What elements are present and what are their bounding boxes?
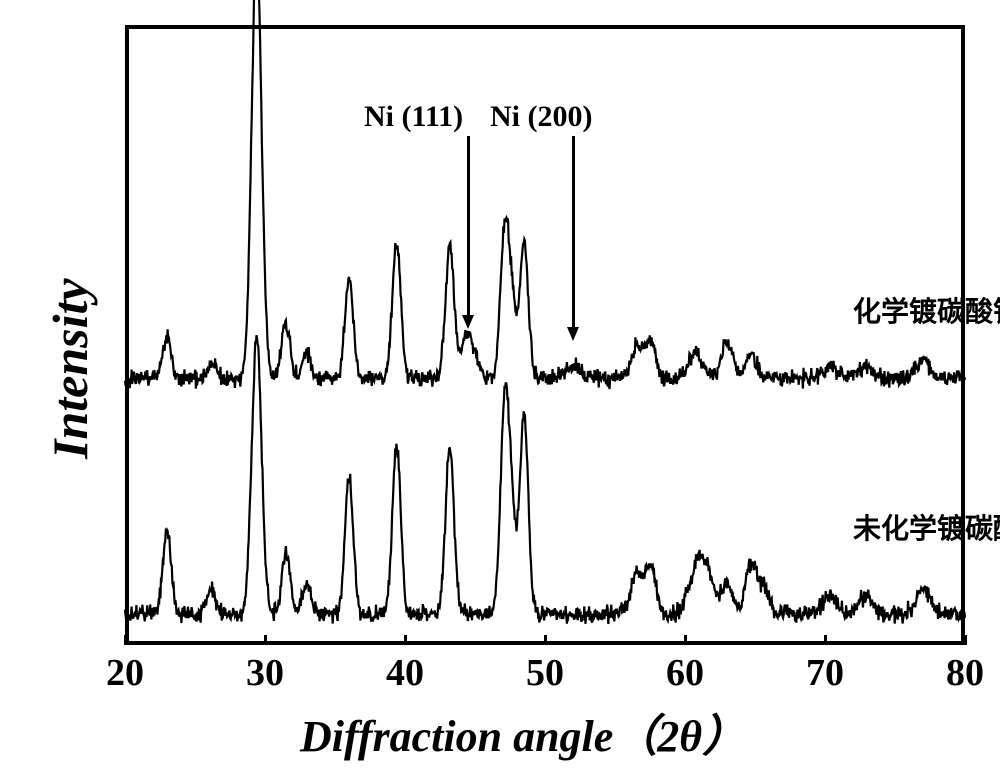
- peak-annotation: Ni (200): [490, 100, 592, 134]
- annotation-arrow: [572, 136, 575, 327]
- x-tick-label: 60: [655, 651, 715, 695]
- annotation-arrow-head: [567, 327, 579, 341]
- series-label: 化学镀碳酸钙: [853, 290, 1000, 330]
- peak-annotation: Ni (111): [364, 100, 463, 134]
- x-axis-label: Diffraction angle（2θ）: [300, 700, 746, 764]
- xrd-chart: Intensity Diffraction angle（2θ） 20 30 40 50…: [0, 0, 1000, 773]
- spectrum-plated: [125, 0, 965, 389]
- x-tick-label: 70: [795, 651, 855, 695]
- x-tick-label: 30: [235, 651, 295, 695]
- x-tick-label: 40: [375, 651, 435, 695]
- x-tick-label: 20: [95, 651, 155, 695]
- x-tick-label: 80: [935, 651, 995, 695]
- y-axis-label: Intensity: [41, 239, 99, 459]
- annotation-arrow-head: [462, 315, 474, 329]
- annotation-arrow: [467, 136, 470, 314]
- x-tick-label: 50: [515, 651, 575, 695]
- series-label: 未化学镀碳酸钙: [853, 507, 1000, 547]
